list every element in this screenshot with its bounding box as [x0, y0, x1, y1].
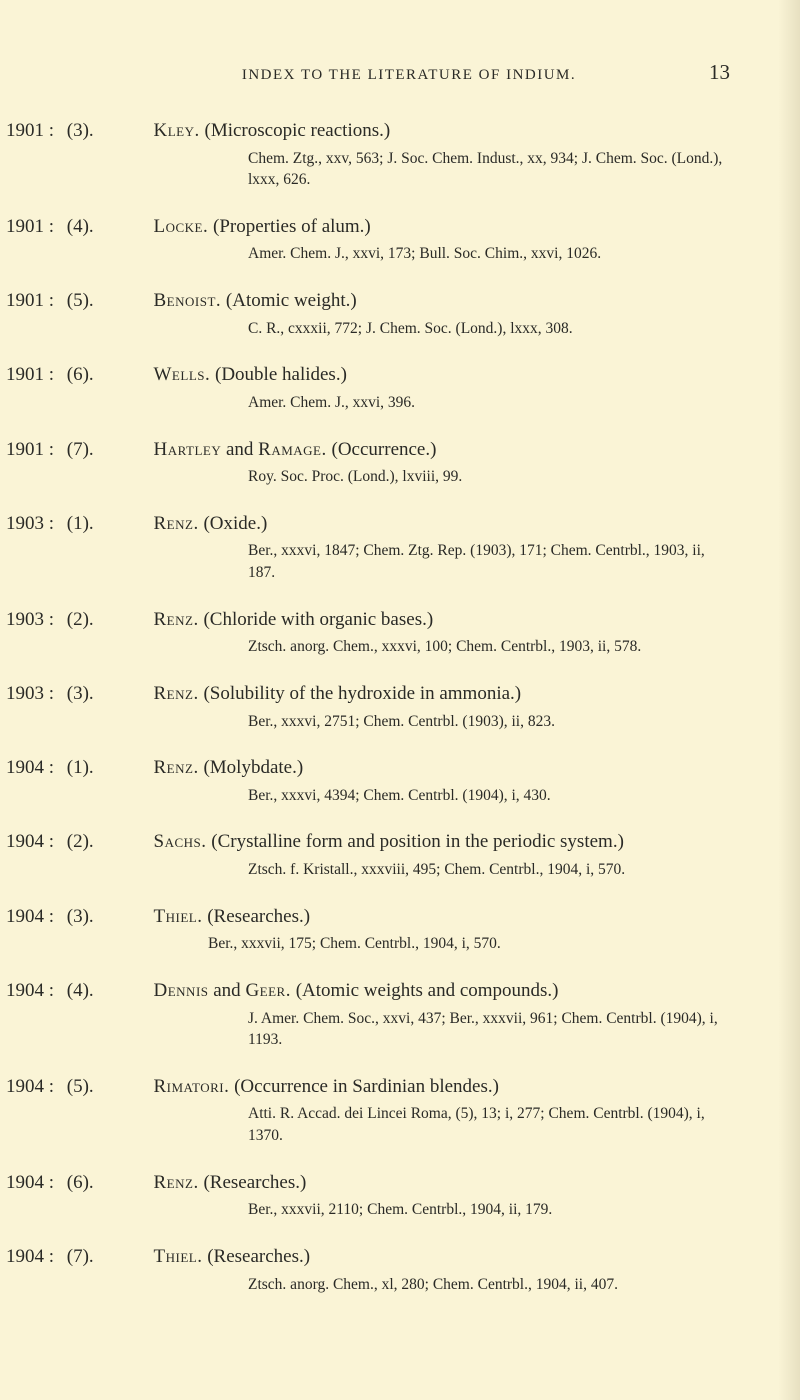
entry-year: 1904 : — [88, 1169, 144, 1197]
bibliography-entry: 1904 : (1). Renz. (Molybdate.) Ber., xxxv… — [88, 754, 730, 806]
bibliography-entry: 1901 : (4). Locke. (Properties of alum.)… — [88, 213, 730, 265]
entry-first-line: 1904 : (6). Renz. (Researches.) — [88, 1169, 730, 1197]
entry-citation: Ber., xxxvii, 175; Chem. Centrbl., 1904,… — [88, 933, 730, 955]
entry-author: Kley. — [154, 120, 200, 141]
entry-title: (Researches.) — [207, 1246, 310, 1267]
bibliography-entry: 1901 : (5). Benoist. (Atomic weight.) C. … — [88, 287, 730, 339]
entry-first-line: 1901 : (3). Kley. (Microscopic reactions… — [88, 117, 730, 145]
page-edge-shadow — [778, 0, 800, 1400]
entry-author: Renz. — [154, 513, 199, 534]
running-title: INDEX TO THE LITERATURE OF INDIUM. — [128, 67, 690, 84]
entry-first-line: 1901 : (7). Hartley and Ramage. (Occurre… — [88, 436, 730, 464]
entry-title: (Occurrence.) — [332, 439, 437, 460]
entry-author: Thiel. — [154, 906, 203, 927]
entry-citation: Ztsch. anorg. Chem., xxxvi, 100; Chem. C… — [88, 636, 730, 658]
page: INDEX TO THE LITERATURE OF INDIUM. 13 19… — [0, 0, 800, 1400]
entry-citation: Ber., xxxvi, 4394; Chem. Centrbl. (1904)… — [88, 785, 730, 807]
entry-author: Renz. — [154, 609, 199, 630]
entry-citation: Ber., xxxvii, 2110; Chem. Centrbl., 1904… — [88, 1199, 730, 1221]
entry-title: (Oxide.) — [203, 513, 267, 534]
bibliography-entry: 1901 : (7). Hartley and Ramage. (Occurre… — [88, 436, 730, 488]
entry-year: 1901 : — [88, 117, 144, 145]
entry-first-line: 1901 : (4). Locke. (Properties of alum.) — [88, 213, 730, 241]
entry-citation: Amer. Chem. J., xxvi, 396. — [88, 392, 730, 414]
entries-list: 1901 : (3). Kley. (Microscopic reactions… — [88, 117, 730, 1295]
entry-author-2: Ramage. — [258, 439, 327, 460]
entry-year: 1903 : — [88, 510, 144, 538]
entry-year: 1904 : — [88, 977, 144, 1005]
entry-year: 1901 : — [88, 436, 144, 464]
entry-citation: Ztsch. f. Kristall., xxxviii, 495; Chem.… — [88, 859, 730, 881]
entry-year: 1901 : — [88, 213, 144, 241]
entry-year: 1903 : — [88, 680, 144, 708]
entry-first-line: 1901 : (5). Benoist. (Atomic weight.) — [88, 287, 730, 315]
entry-citation: Ztsch. anorg. Chem., xl, 280; Chem. Cent… — [88, 1274, 730, 1296]
entry-citation: Ber., xxxvi, 2751; Chem. Centrbl. (1903)… — [88, 711, 730, 733]
entry-citation: C. R., cxxxii, 772; J. Chem. Soc. (Lond.… — [88, 318, 730, 340]
entry-author: Locke. — [154, 216, 209, 237]
entry-first-line: 1904 : (7). Thiel. (Researches.) — [88, 1243, 730, 1271]
entry-citation: Atti. R. Accad. dei Lincei Roma, (5), 13… — [88, 1103, 730, 1146]
entry-year: 1901 : — [88, 287, 144, 315]
entry-author: Dennis — [154, 980, 209, 1001]
entry-author: Thiel. — [154, 1246, 203, 1267]
bibliography-entry: 1904 : (6). Renz. (Researches.)Ber., xxx… — [88, 1169, 730, 1221]
bibliography-entry: 1903 : (2). Renz. (Chloride with organic… — [88, 606, 730, 658]
entry-year: 1903 : — [88, 606, 144, 634]
bibliography-entry: 1901 : (6). Wells. (Double halides.) Amer… — [88, 361, 730, 413]
entry-title: (Crystalline form and position in the pe… — [211, 831, 624, 852]
entry-year: 1904 : — [88, 828, 144, 856]
entry-title: (Microscopic reactions.) — [205, 120, 391, 141]
entry-title: (Solubility of the hydroxide in ammonia.… — [203, 683, 521, 704]
bibliography-entry: 1904 : (3). Thiel. (Researches.)Ber., xx… — [88, 903, 730, 955]
entry-first-line: 1904 : (1). Renz. (Molybdate.) — [88, 754, 730, 782]
entry-first-line: 1903 : (3). Renz. (Solubility of the hyd… — [88, 680, 730, 708]
entry-first-line: 1903 : (1). Renz. (Oxide.) — [88, 510, 730, 538]
bibliography-entry: 1903 : (1). Renz. (Oxide.)Ber., xxxvi, 1… — [88, 510, 730, 584]
page-header: INDEX TO THE LITERATURE OF INDIUM. 13 — [88, 60, 730, 85]
entry-citation: Ber., xxxvi, 1847; Chem. Ztg. Rep. (1903… — [88, 540, 730, 583]
entry-title: (Chloride with organic bases.) — [203, 609, 433, 630]
entry-citation: Chem. Ztg., xxv, 563; J. Soc. Chem. Indu… — [88, 148, 730, 191]
entry-citation: J. Amer. Chem. Soc., xxvi, 437; Ber., xx… — [88, 1008, 730, 1051]
entry-first-line: 1904 : (5). Rimatori. (Occurrence in Sar… — [88, 1073, 730, 1101]
entry-first-line: 1903 : (2). Renz. (Chloride with organic… — [88, 606, 730, 634]
entry-title: (Researches.) — [207, 906, 310, 927]
entry-citation: Amer. Chem. J., xxvi, 173; Bull. Soc. Ch… — [88, 243, 730, 265]
page-number: 13 — [690, 60, 730, 85]
entry-author-2: Geer. — [245, 980, 291, 1001]
entry-author: Wells. — [154, 364, 211, 385]
entry-first-line: 1904 : (3). Thiel. (Researches.) — [88, 903, 730, 931]
entry-author: Renz. — [154, 1172, 199, 1193]
bibliography-entry: 1903 : (3). Renz. (Solubility of the hyd… — [88, 680, 730, 732]
entry-citation: Roy. Soc. Proc. (Lond.), lxviii, 99. — [88, 466, 730, 488]
entry-author: Sachs. — [154, 831, 207, 852]
entry-author: Hartley — [154, 439, 222, 460]
bibliography-entry: 1904 : (7). Thiel. (Researches.) Ztsch. a… — [88, 1243, 730, 1295]
bibliography-entry: 1904 : (5). Rimatori. (Occurrence in Sar… — [88, 1073, 730, 1147]
entry-year: 1904 : — [88, 1243, 144, 1271]
entry-title: (Double halides.) — [215, 364, 347, 385]
entry-author: Renz. — [154, 757, 199, 778]
entry-title: (Atomic weights and compounds.) — [296, 980, 559, 1001]
entry-title: (Properties of alum.) — [213, 216, 371, 237]
entry-title: (Researches.) — [203, 1172, 306, 1193]
bibliography-entry: 1904 : (4). Dennis and Geer. (Atomic wei… — [88, 977, 730, 1051]
entry-first-line: 1901 : (6). Wells. (Double halides.) — [88, 361, 730, 389]
bibliography-entry: 1901 : (3). Kley. (Microscopic reactions… — [88, 117, 730, 191]
entry-author: Benoist. — [154, 290, 222, 311]
entry-author: Rimatori. — [154, 1076, 230, 1097]
entry-title: (Molybdate.) — [203, 757, 303, 778]
entry-first-line: 1904 : (4). Dennis and Geer. (Atomic wei… — [88, 977, 730, 1005]
entry-title: (Occurrence in Sardinian blendes.) — [234, 1076, 499, 1097]
entry-year: 1904 : — [88, 1073, 144, 1101]
entry-first-line: 1904 : (2). Sachs. (Crystalline form and… — [88, 828, 730, 856]
entry-author: Renz. — [154, 683, 199, 704]
entry-year: 1901 : — [88, 361, 144, 389]
entry-year: 1904 : — [88, 754, 144, 782]
bibliography-entry: 1904 : (2). Sachs. (Crystalline form and… — [88, 828, 730, 880]
entry-title: (Atomic weight.) — [226, 290, 357, 311]
entry-year: 1904 : — [88, 903, 144, 931]
